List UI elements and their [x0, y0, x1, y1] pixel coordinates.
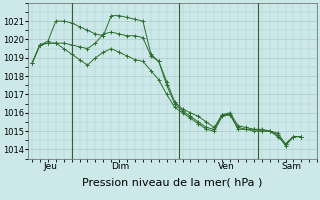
Text: Dim: Dim	[111, 162, 130, 171]
Text: Ven: Ven	[218, 162, 235, 171]
X-axis label: Pression niveau de la mer( hPa ): Pression niveau de la mer( hPa )	[83, 177, 263, 187]
Text: Jeu: Jeu	[44, 162, 58, 171]
Text: Sam: Sam	[282, 162, 301, 171]
